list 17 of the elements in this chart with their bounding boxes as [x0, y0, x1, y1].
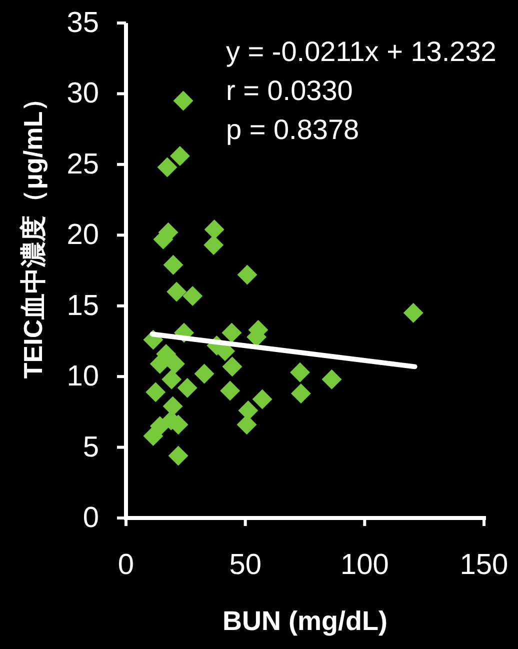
ytick: 10 [66, 360, 99, 393]
ytick: 30 [66, 78, 99, 110]
annotation: y = -0.0211x + 13.232 [226, 36, 496, 67]
xtick: 50 [229, 549, 262, 581]
xlabel: BUN (mg/dL) [222, 606, 388, 636]
ytick: 20 [66, 219, 99, 252]
ylabel: TEIC血中濃度（μg/mL） [18, 85, 48, 379]
ytick: 35 [66, 7, 99, 39]
ytick: 15 [66, 290, 99, 322]
xtick: 100 [340, 549, 389, 581]
ytick: 25 [66, 148, 99, 180]
xtick: 0 [118, 549, 134, 581]
annotation: p = 0.8378 [226, 114, 360, 145]
ytick: 0 [82, 502, 99, 534]
xtick: 150 [460, 549, 508, 581]
annotation: r = 0.0330 [226, 75, 353, 106]
ytick: 5 [82, 431, 99, 464]
